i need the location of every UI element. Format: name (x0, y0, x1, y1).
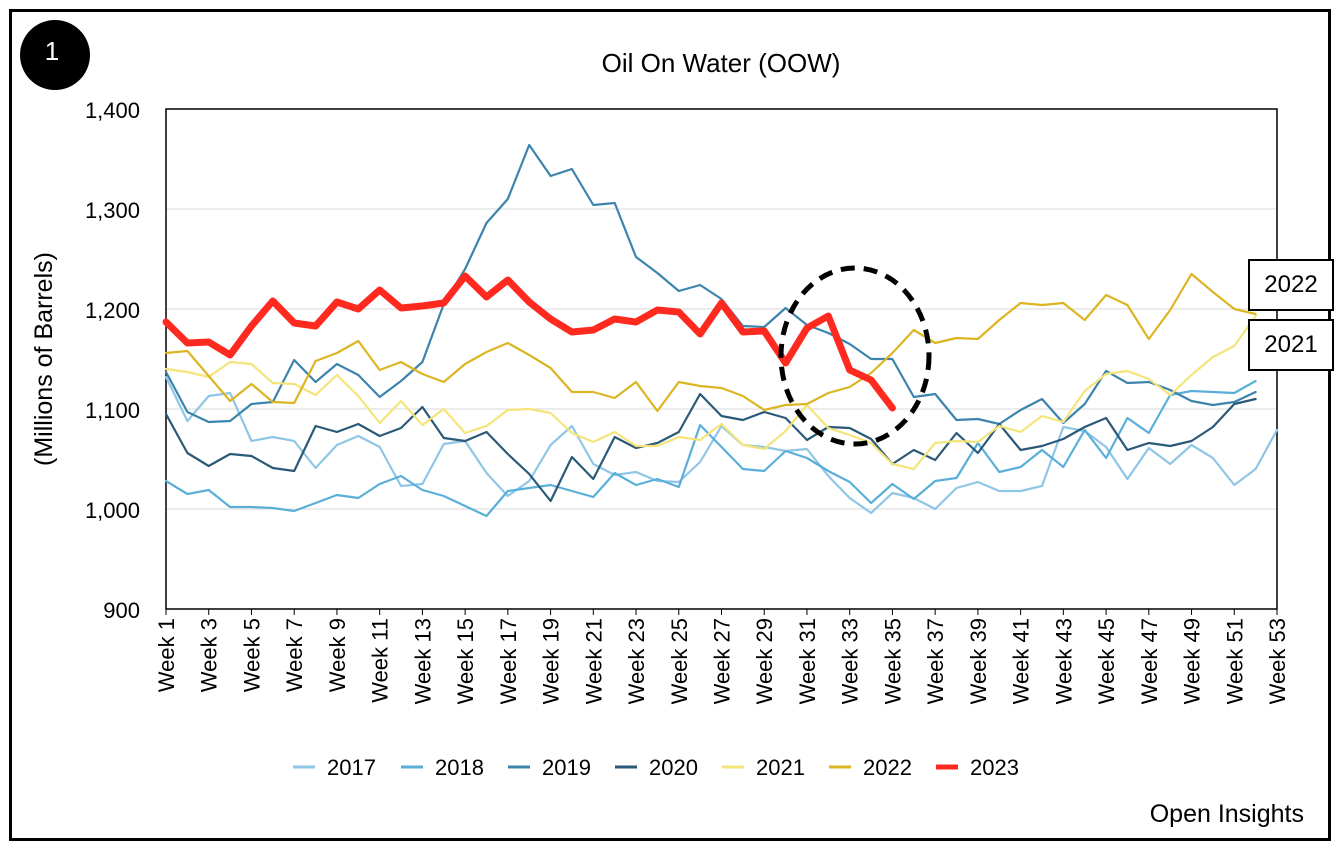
x-tick-label: Week 9 (325, 618, 350, 692)
legend-label-2023: 2023 (970, 755, 1019, 780)
legend-label-2021: 2021 (756, 755, 805, 780)
x-tick-label: Week 23 (624, 618, 649, 704)
y-tick-label: 1,200 (85, 298, 140, 323)
series-line-2017 (164, 375, 1279, 515)
legend-label-2018: 2018 (435, 755, 484, 780)
y-tick-label: 1,400 (85, 98, 140, 123)
callout-2022-label: 2022 (1264, 271, 1318, 298)
x-tick-label: Week 25 (667, 618, 692, 704)
y-tick-label: 1,000 (85, 498, 140, 523)
x-tick-label: Week 29 (752, 618, 777, 704)
series-2021 (164, 314, 1257, 471)
series-2017 (164, 375, 1279, 515)
x-tick-label: Week 39 (966, 618, 991, 704)
series-line-2022 (164, 272, 1257, 413)
y-axis-label: (Millions of Barrels) (30, 252, 58, 466)
x-tick-label: Week 1 (154, 618, 179, 692)
x-tick-label: Week 15 (453, 618, 478, 704)
callout-2021-label: 2021 (1264, 331, 1318, 358)
x-tick-label: Week 37 (923, 618, 948, 704)
series-line-2018 (164, 379, 1257, 518)
x-tick-label: Week 53 (1265, 618, 1290, 704)
legend-label-2017: 2017 (327, 755, 376, 780)
plot-area-border (165, 108, 1278, 610)
series-lines (162, 143, 1279, 518)
legend-label-2019: 2019 (542, 755, 591, 780)
x-axis-ticks: Week 1 Week 3 Week 5 Week 7 Week 9 Week 11 Wee… (154, 609, 1290, 704)
series-line-2019 (164, 143, 1257, 426)
x-tick-label: Week 5 (239, 618, 264, 692)
badge-number: 1 (44, 35, 60, 66)
series-2022 (164, 272, 1257, 413)
x-tick-label: Week 49 (1180, 618, 1205, 704)
legend: 2017 2018 2019 2020 2021 2022 2023 (293, 755, 1019, 780)
x-tick-label: Week 41 (1009, 618, 1034, 704)
x-tick-label: Week 3 (197, 618, 222, 692)
x-tick-label: Week 47 (1137, 618, 1162, 704)
callout-box-2022: 2022 (1248, 259, 1334, 311)
x-tick-label: Week 43 (1051, 618, 1076, 704)
y-axis-ticks: 900 1,000 1,100 1,200 1,300 1,400 (85, 98, 140, 623)
x-tick-label: Week 35 (880, 618, 905, 704)
callout-box-2021: 2021 (1248, 319, 1334, 371)
x-tick-label: Week 51 (1222, 618, 1247, 704)
series-2018 (164, 379, 1257, 518)
y-tick-label: 1,300 (85, 198, 140, 223)
series-line-2023 (162, 272, 896, 412)
series-2020 (164, 392, 1257, 503)
x-tick-label: Week 11 (368, 618, 393, 703)
brand-label: Open Insights (1149, 800, 1304, 828)
y-tick-label: 1,100 (85, 398, 140, 423)
x-tick-label: Week 31 (795, 618, 820, 704)
chart-number-badge: 1 (20, 20, 90, 90)
x-tick-label: Week 7 (282, 618, 307, 692)
legend-label-2020: 2020 (649, 755, 698, 780)
highlight-dashed-circle (778, 265, 932, 447)
x-tick-label: Week 45 (1094, 618, 1119, 704)
x-tick-label: Week 13 (410, 618, 435, 704)
x-tick-label: Week 21 (581, 618, 606, 704)
chart-title: Oil On Water (OOW) (602, 48, 841, 78)
series-2023 (162, 272, 896, 412)
x-tick-label: Week 17 (496, 618, 521, 704)
x-tick-label: Week 33 (838, 618, 863, 704)
series-2019 (164, 143, 1257, 426)
gridlines (166, 208, 1277, 510)
series-line-2020 (164, 392, 1257, 503)
legend-label-2022: 2022 (863, 755, 912, 780)
series-line-2021 (164, 314, 1257, 471)
y-tick-label: 900 (103, 598, 140, 623)
x-tick-label: Week 27 (710, 618, 735, 704)
x-tick-label: Week 19 (539, 618, 564, 704)
